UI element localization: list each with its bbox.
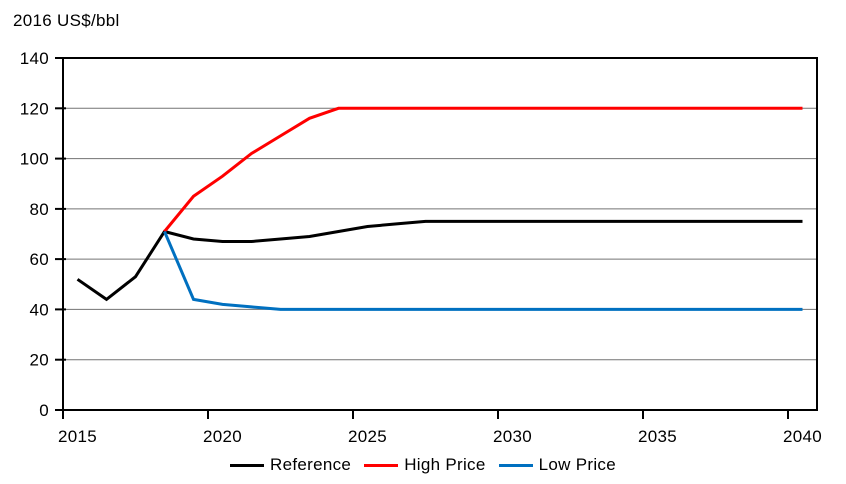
legend-swatch-reference: [230, 463, 265, 467]
x-tick-label: 2030: [493, 427, 532, 446]
y-tick-label: 60: [29, 250, 49, 269]
plot-border: [62, 57, 818, 411]
legend-item-high-price: High Price: [364, 455, 485, 475]
y-tick-label: 120: [20, 99, 49, 118]
y-tick-label: 100: [20, 150, 49, 169]
y-tick-label: 140: [20, 49, 49, 68]
series-lines: [76, 106, 803, 311]
series-line-reference: [76, 219, 803, 302]
chart-legend: Reference High Price Low Price: [0, 455, 846, 475]
y-tick-label: 80: [29, 200, 49, 219]
chart-title: 2016 US$/bbl: [13, 11, 120, 30]
legend-label-high-price: High Price: [404, 455, 486, 474]
x-tick-label: 2035: [638, 427, 677, 446]
x-tick-label: 2025: [348, 427, 387, 446]
x-axis: 2015 2020 2025 2030 2035 2040: [58, 410, 822, 446]
y-tick-label: 40: [29, 300, 49, 319]
legend-item-reference: Reference: [230, 455, 351, 475]
y-tick-label: 20: [29, 351, 49, 370]
y-axis: 0 20 40 60 80 100 120 140: [20, 49, 66, 420]
series-line-high-price: [163, 106, 803, 233]
legend-label-reference: Reference: [270, 455, 352, 474]
y-tick-label: 0: [39, 401, 49, 420]
legend-label-low-price: Low Price: [538, 455, 616, 474]
legend-item-low-price: Low Price: [498, 455, 616, 475]
legend-swatch-low-price: [498, 463, 533, 467]
x-tick-label: 2015: [58, 427, 97, 446]
legend-swatch-high-price: [364, 463, 399, 467]
x-tick-label: 2020: [203, 427, 242, 446]
series-line-low-price: [163, 230, 803, 311]
x-tick-label: 2040: [783, 427, 822, 446]
